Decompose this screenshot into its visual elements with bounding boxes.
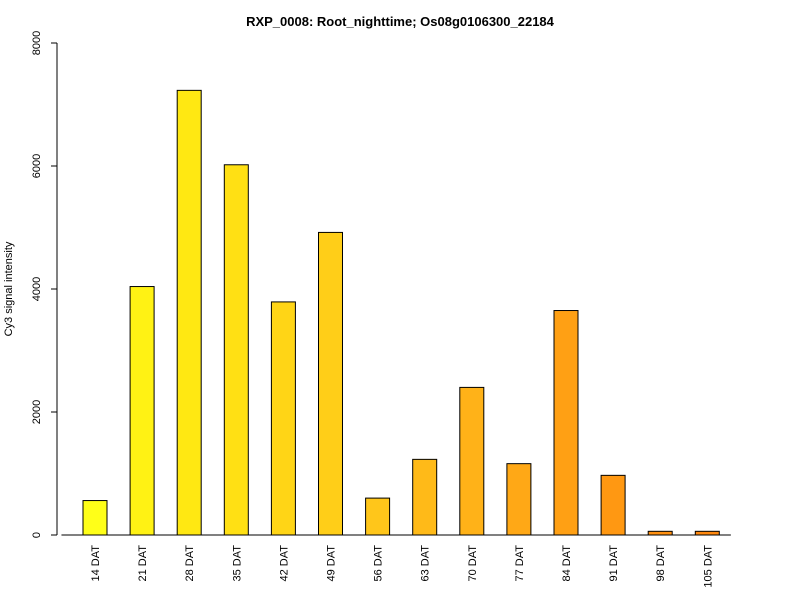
x-tick-label: 21 DAT (137, 545, 149, 582)
x-tick-label: 14 DAT (90, 545, 102, 582)
bar (694, 530, 720, 536)
bar (553, 310, 579, 536)
x-tick-label: 63 DAT (420, 545, 432, 582)
chart-title: RXP_0008: Root_nighttime; Os08g0106300_2… (246, 14, 555, 29)
bar (176, 89, 202, 536)
y-tick-label: 4000 (31, 277, 43, 301)
bar (318, 231, 343, 536)
x-tick-label: 77 DAT (514, 545, 526, 582)
y-axis-label: Cy3 signal intensity (3, 241, 15, 336)
y-tick-label: 0 (31, 532, 43, 538)
bar (223, 164, 249, 536)
x-tick-label: 56 DAT (373, 545, 385, 582)
bar (412, 458, 438, 536)
x-axis-labels: 14 DAT 21 DAT 28 DAT 35 DAT 42 DAT 49 DAT 56 D… (90, 545, 714, 588)
bar (600, 474, 626, 536)
y-tick-label: 6000 (31, 154, 43, 178)
bar (459, 386, 485, 536)
bar (365, 497, 391, 536)
x-tick-label: 98 DAT (655, 545, 667, 582)
y-tick-label: 2000 (31, 400, 43, 424)
bar (270, 301, 296, 536)
bar (82, 500, 108, 536)
x-tick-label: 70 DAT (467, 545, 479, 582)
x-tick-label: 42 DAT (278, 545, 290, 582)
x-tick-label: 105 DAT (702, 545, 714, 588)
bars (82, 89, 720, 536)
x-tick-label: 49 DAT (326, 545, 338, 582)
x-tick-label: 28 DAT (184, 545, 196, 582)
x-tick-label: 35 DAT (231, 545, 243, 582)
x-tick-label: 91 DAT (608, 545, 620, 582)
x-tick-label: 84 DAT (561, 545, 573, 582)
y-tick-label: 8000 (31, 31, 43, 55)
bar (506, 463, 532, 536)
bar (647, 530, 673, 536)
y-axis: 0 2000 4000 6000 8000 (31, 31, 58, 538)
bar (129, 286, 155, 536)
